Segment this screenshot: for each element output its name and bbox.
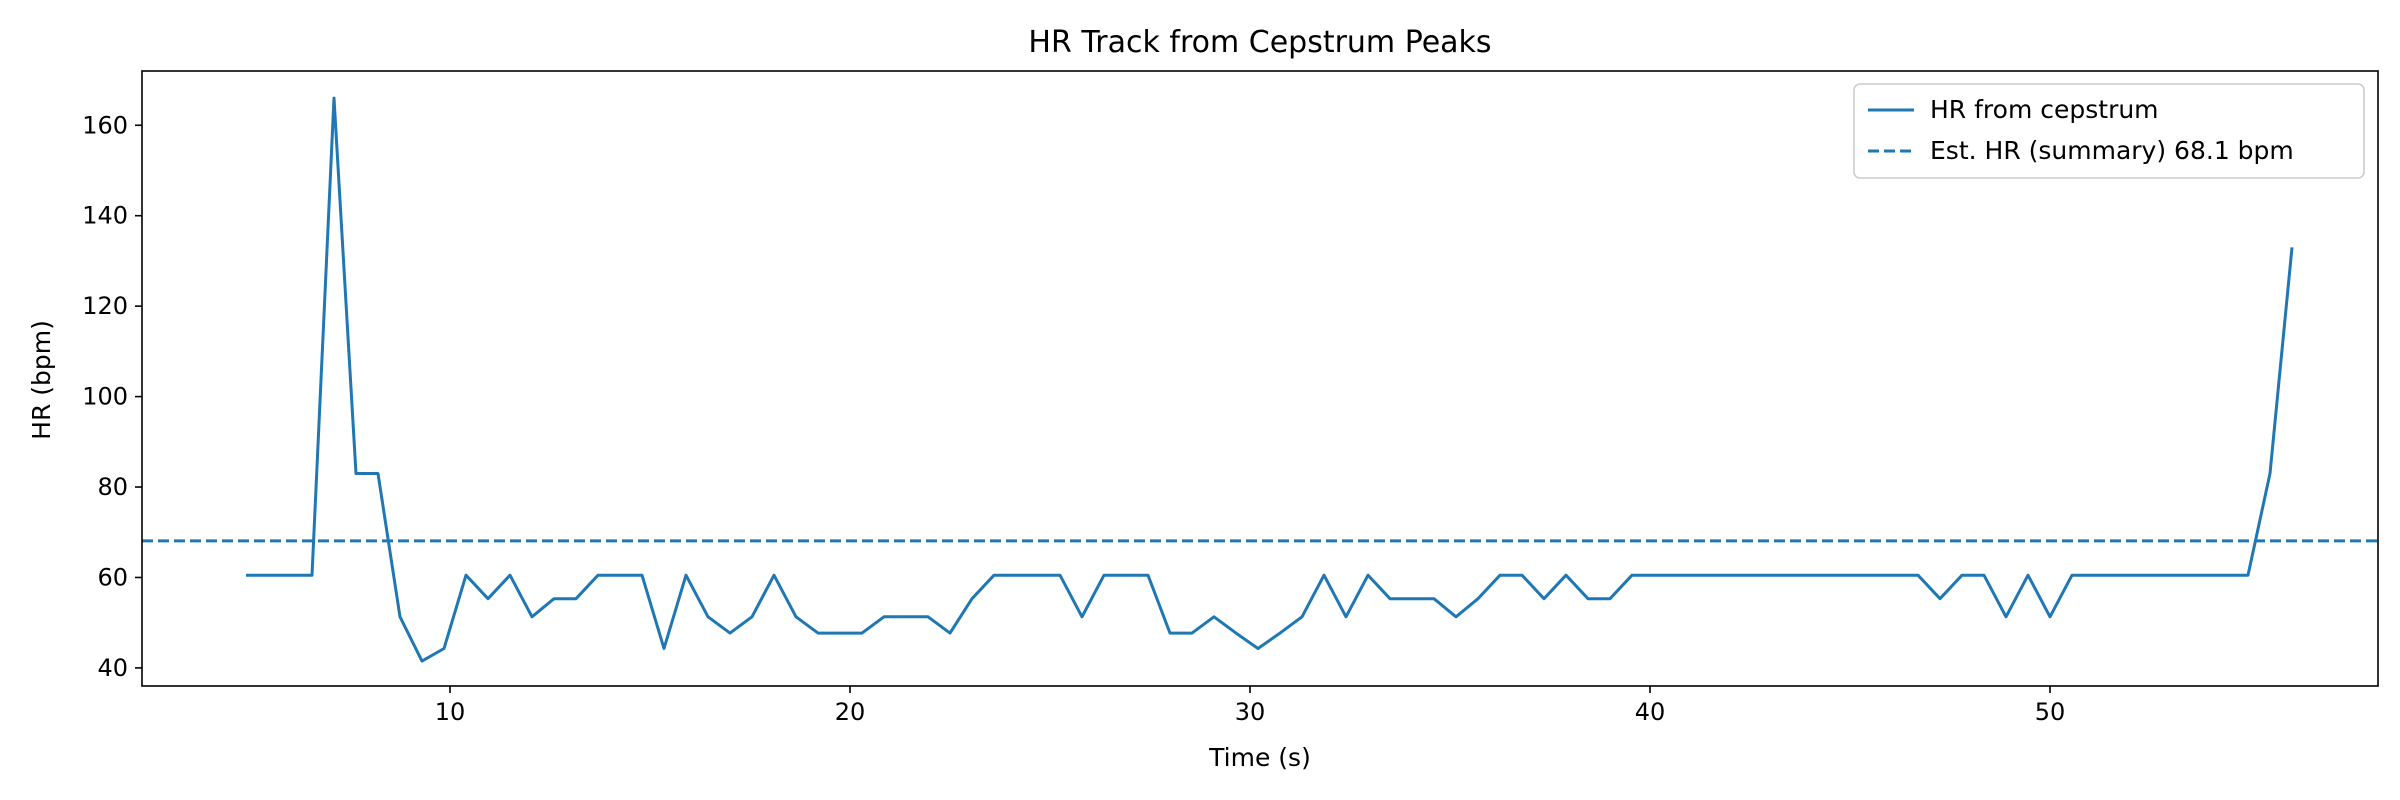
hr-cepstrum-line	[246, 96, 2294, 663]
x-tick-label: 40	[1635, 698, 1666, 726]
y-tick-label: 120	[82, 292, 128, 320]
y-tick-label: 160	[82, 111, 128, 139]
legend-label-summary-hr: Est. HR (summary) 68.1 bpm	[1930, 136, 2294, 165]
x-tick-label: 20	[835, 698, 866, 726]
y-tick-label: 60	[97, 563, 128, 591]
axes-frame	[141, 70, 2379, 687]
x-axis-label: Time (s)	[1208, 743, 1311, 772]
y-tick-label: 100	[82, 383, 128, 411]
y-tick-label: 140	[82, 202, 128, 230]
plot-area	[142, 96, 2378, 663]
x-tick-label: 30	[1235, 698, 1266, 726]
y-tick-label: 40	[97, 654, 128, 682]
axes: 10 20 30 40 50 40 60 80 100 120 140 160	[82, 70, 2379, 726]
y-axis-label: HR (bpm)	[27, 320, 56, 440]
x-tick-label: 10	[435, 698, 466, 726]
x-tick-label: 50	[2035, 698, 2066, 726]
legend-label-hr-cepstrum: HR from cepstrum	[1930, 95, 2159, 124]
legend-box	[1853, 83, 2365, 179]
chart-title: HR Track from Cepstrum Peaks	[1028, 25, 1491, 60]
y-tick-label: 80	[97, 473, 128, 501]
legend: HR from cepstrum Est. HR (summary) 68.1 b…	[1853, 83, 2365, 179]
